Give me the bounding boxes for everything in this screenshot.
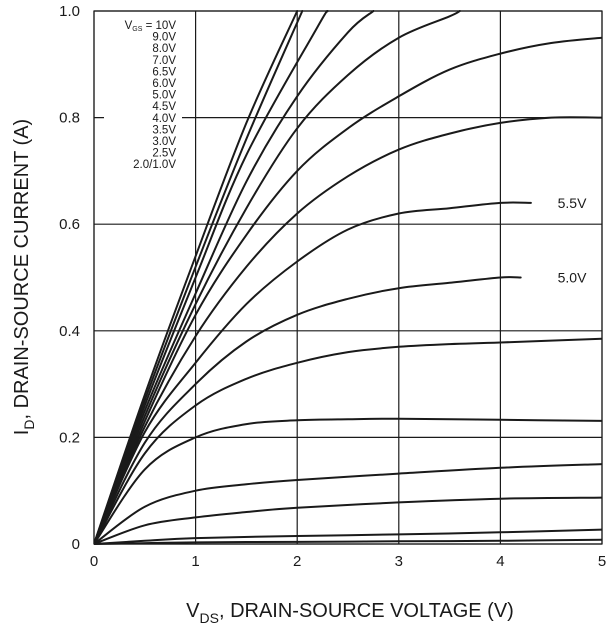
y-tick-label-2: 0.4: [59, 323, 80, 340]
curve-label-1: 5.0V: [558, 270, 587, 286]
x-tick-label-5: 5: [598, 553, 606, 570]
legend-entry-0: 9.0V: [152, 32, 176, 44]
y-tick-label-1: 0.2: [59, 429, 80, 446]
curve-2: [94, 10, 329, 545]
curve-12: [94, 496, 602, 545]
legend-entry-9: 3.0V: [152, 136, 176, 148]
x-tick-label-4: 4: [496, 553, 504, 570]
y-tick-label-5: 1.0: [59, 3, 80, 20]
curve-11: [94, 463, 602, 545]
curve-annotations: 5.5V 5.0V: [544, 190, 601, 288]
legend-entry-10: 2.5V: [152, 148, 176, 160]
curves: [94, 10, 602, 545]
x-axis-title-rest: , DRAIN-SOURCE VOLTAGE (V): [219, 600, 514, 622]
curve-6: [94, 116, 602, 545]
legend-header: VGS = 10V: [125, 20, 177, 33]
y-tick-label-3: 0.6: [59, 216, 80, 233]
plot-frame: [93, 10, 603, 545]
curve-9: [94, 337, 602, 545]
x-axis-title-main: V: [186, 600, 200, 622]
x-axis-title-sub: DS: [200, 610, 219, 626]
y-axis-title-sub: D: [21, 420, 37, 430]
legend-entry-7: 4.0V: [152, 113, 176, 125]
curve-label-bg-1: [544, 265, 601, 288]
legend-entry-8: 3.5V: [152, 124, 176, 136]
y-tick-label-0: 0: [72, 536, 80, 553]
curve-14: [94, 538, 602, 545]
legend-box: [104, 18, 182, 175]
y-tick-labels: 0 0.2 0.4 0.6 0.8 1.0: [59, 3, 80, 553]
legend-entry-11: 2.0/1.0V: [133, 159, 176, 171]
x-tick-labels: 0 1 2 3 4 5: [90, 553, 606, 570]
curve-label-0: 5.5V: [558, 195, 587, 211]
curve-1: [94, 10, 304, 545]
legend-header-main: V: [125, 20, 133, 32]
curve-label-bg-0: [544, 190, 601, 213]
curve-7: [94, 201, 532, 545]
legend-entry-2: 7.0V: [152, 55, 176, 67]
x-tick-label-3: 3: [395, 553, 403, 570]
curve-0: [94, 10, 299, 545]
curve-4: [94, 10, 461, 545]
curve-3: [94, 10, 375, 545]
legend-header-rest: = 10V: [142, 20, 176, 32]
legend: VGS = 10V9.0V8.0V7.0V6.5V6.0V5.0V4.5V4.0…: [104, 18, 182, 175]
curve-13: [94, 528, 602, 545]
x-tick-label-0: 0: [90, 553, 98, 570]
legend-header-sub: GS: [132, 26, 142, 33]
curve-8: [94, 276, 522, 545]
x-tick-label-2: 2: [293, 553, 301, 570]
legend-entry-4: 6.0V: [152, 78, 176, 90]
x-tick-label-1: 1: [191, 553, 199, 570]
y-axis-title-rest: , DRAIN-SOURCE CURRENT (A): [11, 119, 33, 420]
legend-entry-6: 4.5V: [152, 101, 176, 113]
y-axis-title: ID, DRAIN-SOURCE CURRENT (A): [11, 119, 37, 435]
x-axis-title: VDS, DRAIN-SOURCE VOLTAGE (V): [186, 600, 514, 626]
legend-entry-1: 8.0V: [152, 43, 176, 55]
curve-5: [94, 36, 602, 545]
legend-entry-3: 6.5V: [152, 66, 176, 78]
legend-entry-5: 5.0V: [152, 90, 176, 102]
curve-10: [94, 417, 602, 545]
y-tick-label-4: 0.8: [59, 110, 80, 127]
y-axis-title-main: I: [11, 430, 33, 436]
